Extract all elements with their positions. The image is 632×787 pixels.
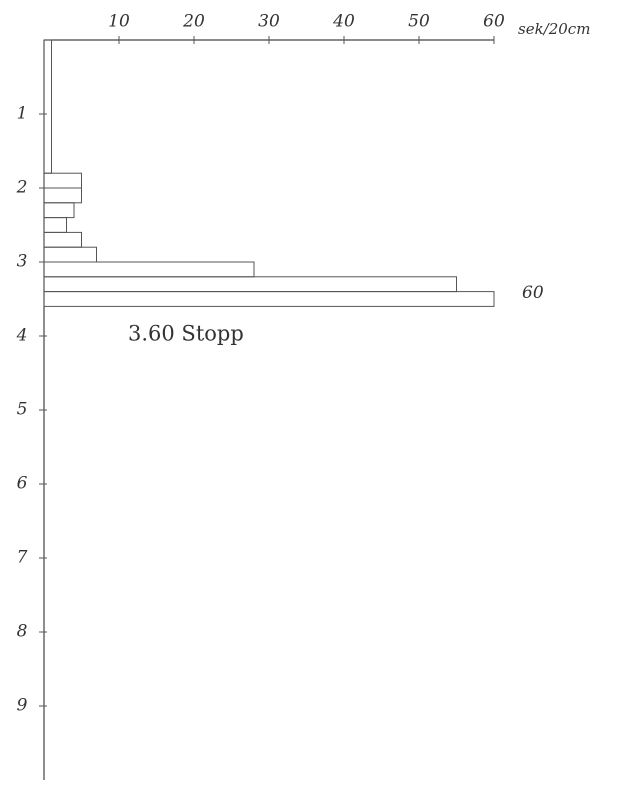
step-bar bbox=[43, 276, 457, 293]
x-axis-label: sek/20cm bbox=[518, 20, 590, 38]
x-tick-label: 30 bbox=[258, 12, 280, 32]
annotation: 3.60 Stopp bbox=[128, 322, 244, 346]
y-tick-label: 2 bbox=[16, 178, 28, 198]
y-tick-label: 3 bbox=[17, 252, 28, 272]
x-tick-label: 50 bbox=[408, 12, 430, 32]
y-tick-label: 7 bbox=[17, 548, 28, 568]
y-tick-label: 8 bbox=[17, 622, 28, 642]
step-bar bbox=[43, 172, 82, 189]
y-tick-label: 5 bbox=[17, 400, 28, 420]
x-tick-label: 20 bbox=[182, 12, 205, 32]
step-bar bbox=[43, 231, 82, 248]
y-tick-label: 6 bbox=[17, 474, 28, 494]
step-bar bbox=[43, 246, 97, 263]
step-bar bbox=[43, 261, 255, 278]
step-bar bbox=[43, 217, 67, 233]
x-tick-label: 60 bbox=[483, 12, 505, 32]
value-label: 60 bbox=[522, 283, 544, 303]
step-bar bbox=[43, 291, 495, 307]
step-bar bbox=[43, 187, 82, 204]
y-tick-label: 4 bbox=[16, 326, 28, 346]
x-tick-label: 40 bbox=[332, 12, 355, 32]
step-bar bbox=[43, 202, 75, 219]
y-tick-label: 9 bbox=[17, 696, 28, 716]
step-bar bbox=[43, 39, 52, 174]
x-tick-label: 10 bbox=[108, 12, 130, 32]
y-tick-label: 1 bbox=[17, 104, 28, 124]
